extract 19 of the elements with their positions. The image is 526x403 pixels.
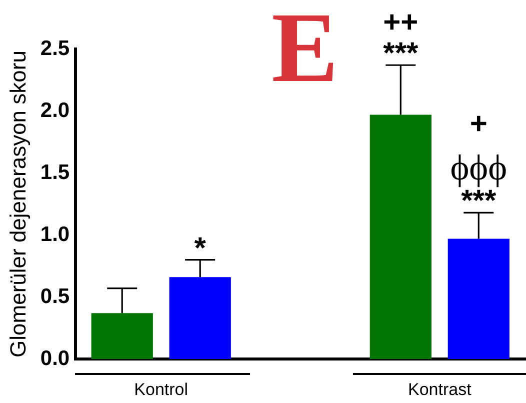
annotation: +: [470, 108, 488, 141]
bar: [370, 114, 432, 359]
y-tick-label: 0.0: [40, 346, 70, 370]
bar: [448, 238, 510, 359]
annotation: *: [194, 232, 206, 265]
annotation: ϕϕϕ: [450, 148, 508, 188]
text: ++: [383, 6, 418, 40]
y-tick-label: 1.0: [40, 222, 70, 246]
y-tick-label: 0.5: [40, 284, 70, 308]
y-tick-label: 1.5: [40, 160, 70, 184]
bar: [169, 277, 231, 359]
annotation: E: [271, 0, 338, 103]
bar: [91, 313, 153, 359]
y-tick-label: 2.5: [40, 36, 70, 60]
y-tick-label: 2.0: [40, 98, 70, 122]
x-tick-label: Kontrast: [408, 380, 472, 399]
x-tick-label: Kontrol: [134, 380, 188, 399]
annotation: ***: [383, 37, 418, 70]
y-axis-title: Glomerüler dejenerasyon skoru: [5, 50, 30, 358]
